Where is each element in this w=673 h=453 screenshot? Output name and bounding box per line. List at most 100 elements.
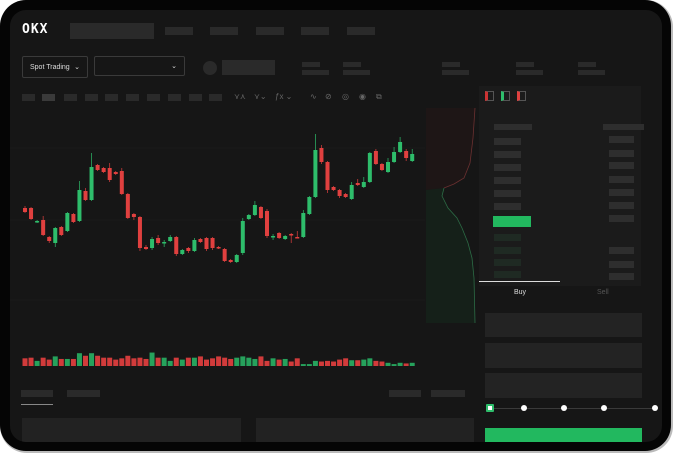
- candle-down: [404, 151, 409, 158]
- volume-bar: [143, 358, 149, 366]
- price-input[interactable]: [485, 313, 642, 337]
- interval-button[interactable]: [168, 94, 181, 101]
- tab-underline: [479, 281, 560, 282]
- tab-order-history[interactable]: [67, 390, 100, 397]
- candle-down: [174, 237, 179, 254]
- app-screen: OKX Spot Trading ⌄ ⌄ ⋎⋏ ⋎⌄ ƒx ⌄ ∿ ⊘ ◎ ◉ …: [10, 10, 662, 442]
- candle-down: [277, 233, 282, 238]
- candle-down: [319, 148, 324, 162]
- slider-step[interactable]: [652, 405, 658, 411]
- nav-item[interactable]: [301, 27, 329, 35]
- interval-button[interactable]: [189, 94, 202, 101]
- interval-button[interactable]: [147, 94, 160, 101]
- candle-up: [301, 213, 306, 237]
- candle-up: [367, 153, 372, 182]
- interval-button[interactable]: [22, 94, 35, 101]
- ask-amount: [609, 136, 634, 143]
- interval-button[interactable]: [209, 94, 222, 101]
- volume-bar: [137, 357, 143, 366]
- candle-down: [265, 211, 269, 236]
- search-bar[interactable]: [70, 23, 154, 39]
- volume-bar: [270, 358, 276, 366]
- orderbook-buy-icon[interactable]: [501, 91, 510, 101]
- volume-bar: [197, 356, 203, 366]
- volume-bar: [76, 353, 82, 366]
- nav-item[interactable]: [256, 27, 284, 35]
- filter-button[interactable]: [431, 390, 465, 397]
- tab-open-orders[interactable]: [21, 390, 53, 397]
- amount-slider[interactable]: [490, 408, 656, 409]
- nav-item[interactable]: [210, 27, 238, 35]
- ask-amount: [609, 189, 634, 196]
- volume-bar: [179, 359, 185, 366]
- volume-bar: [349, 360, 355, 366]
- chevron-down-icon: ⌄: [171, 63, 177, 70]
- candle-up: [361, 182, 366, 187]
- slider-step[interactable]: [601, 405, 607, 411]
- indicator-icon[interactable]: ⋎⌄: [254, 92, 267, 101]
- candle-up: [392, 152, 397, 162]
- trend-line-icon[interactable]: ∿: [310, 92, 317, 101]
- interval-button[interactable]: [105, 94, 118, 101]
- candle-down: [379, 164, 384, 170]
- volume-bar: [282, 358, 288, 366]
- interval-button[interactable]: [64, 94, 77, 101]
- stat-label: [302, 62, 320, 67]
- tab-buy[interactable]: Buy: [514, 289, 527, 296]
- line-tool-icon[interactable]: ⋎⋏: [234, 92, 246, 101]
- buy-button[interactable]: [485, 428, 642, 442]
- candlestick-chart[interactable]: [10, 100, 475, 370]
- candle-down: [210, 238, 215, 248]
- ask-price: [494, 203, 521, 210]
- fullscreen-icon[interactable]: ⧉: [376, 92, 382, 101]
- brush-icon[interactable]: ◎: [342, 92, 349, 101]
- volume-bar: [173, 357, 179, 366]
- volume-bar: [276, 359, 282, 366]
- candle-down: [23, 208, 27, 212]
- okx-logo: OKX: [22, 22, 49, 37]
- nav-item[interactable]: [347, 27, 375, 35]
- volume-bar: [373, 360, 379, 366]
- slider-handle[interactable]: [486, 404, 494, 412]
- slider-step[interactable]: [561, 405, 567, 411]
- nav-item[interactable]: [165, 27, 193, 35]
- interval-button[interactable]: [42, 94, 55, 101]
- order-book: [479, 86, 644, 286]
- ask-amount: [609, 215, 634, 222]
- candle-down: [83, 191, 88, 200]
- interval-button[interactable]: [126, 94, 139, 101]
- interval-button[interactable]: [85, 94, 98, 101]
- chevron-down-icon: ⌄: [74, 64, 80, 71]
- stat-value: [302, 70, 329, 75]
- amount-input[interactable]: [485, 343, 642, 368]
- pencil-icon[interactable]: ⊘: [325, 92, 332, 101]
- bid-amount: [609, 273, 634, 280]
- candle-down: [204, 238, 209, 249]
- orderbook-sell-icon[interactable]: [517, 91, 526, 101]
- slider-step[interactable]: [521, 405, 527, 411]
- tab-sell[interactable]: Sell: [597, 289, 609, 296]
- total-input[interactable]: [485, 373, 642, 398]
- volume-bar: [58, 358, 64, 366]
- volume-bar: [191, 357, 197, 366]
- orderbook-both-icon[interactable]: [485, 91, 494, 101]
- candle-down: [198, 239, 203, 242]
- stat-label: [343, 62, 361, 67]
- candle-down: [337, 190, 342, 196]
- depth-chart: [426, 108, 476, 323]
- pair-select[interactable]: ⌄: [94, 56, 185, 76]
- candle-down: [373, 151, 378, 164]
- formula-icon[interactable]: ƒx ⌄: [275, 92, 293, 101]
- candle-down: [59, 227, 64, 235]
- candle-up: [307, 197, 312, 214]
- filter-button[interactable]: [389, 390, 421, 397]
- volume-bar: [264, 360, 270, 366]
- candle-down: [47, 237, 52, 241]
- stat-value: [343, 70, 370, 75]
- volume-bar: [113, 359, 119, 366]
- market-type-select[interactable]: Spot Trading ⌄: [22, 56, 88, 78]
- candle-up: [410, 154, 415, 161]
- target-icon[interactable]: ◉: [359, 92, 366, 101]
- orderbook-header: [494, 124, 532, 130]
- candle-down: [41, 220, 46, 235]
